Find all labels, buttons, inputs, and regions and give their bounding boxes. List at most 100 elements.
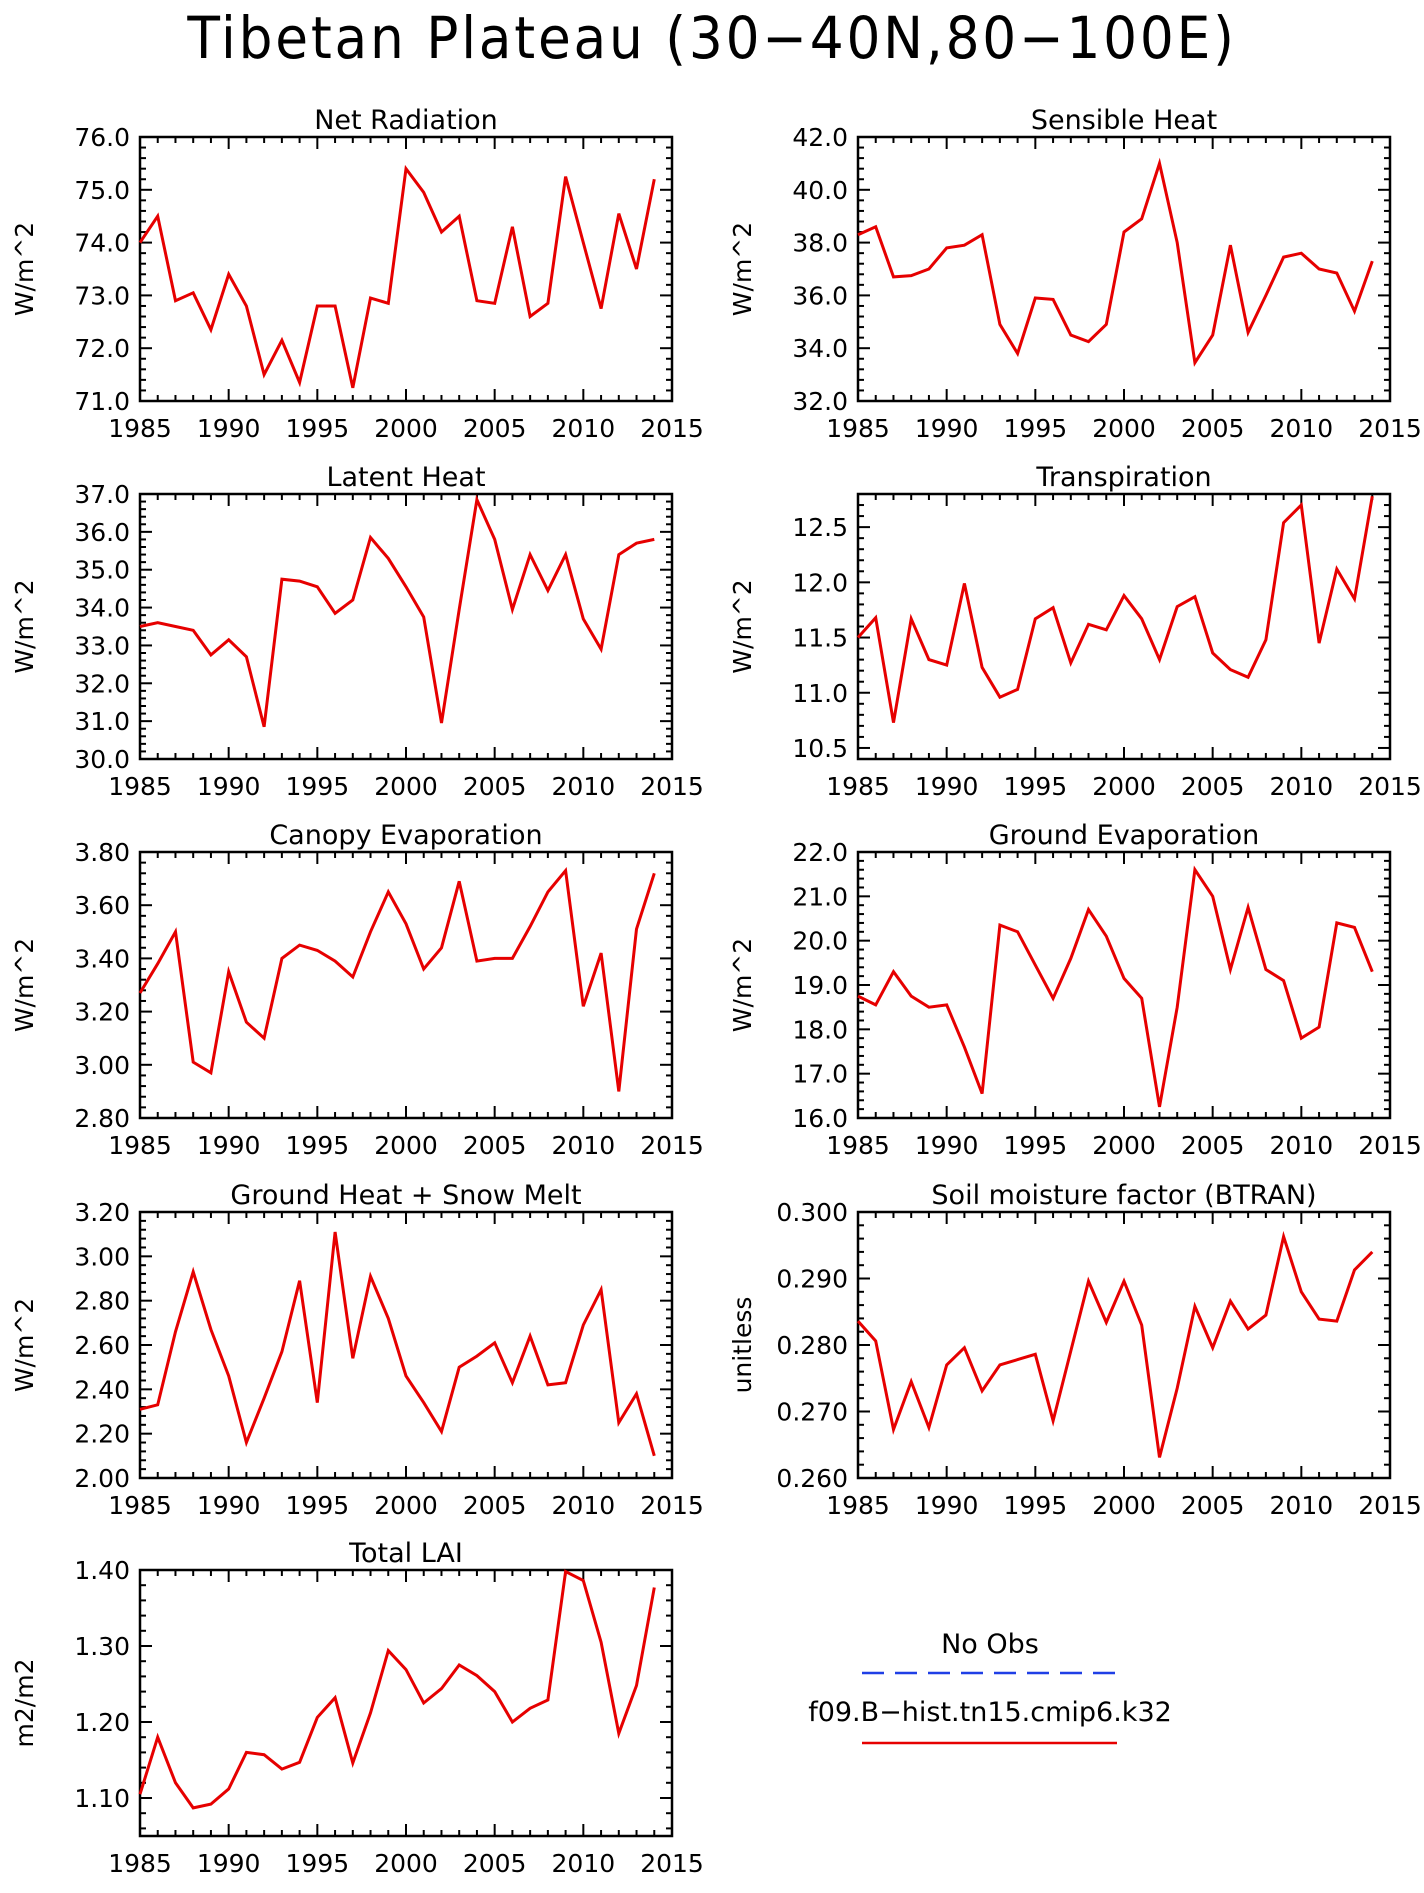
- series-line: [138, 866, 656, 1092]
- x-tick-label: 2010: [552, 772, 616, 801]
- panel-title: Ground Heat + Snow Melt: [230, 1180, 581, 1211]
- x-tick-label: 1990: [915, 414, 979, 443]
- x-tick-label: 2000: [1092, 772, 1156, 801]
- y-axis-label: W/m^2: [10, 1298, 39, 1392]
- x-tick-label: 1995: [286, 1131, 350, 1160]
- x-tick-label: 1985: [826, 772, 890, 801]
- x-tick-label: 1985: [108, 1131, 172, 1160]
- x-tick-label: 2015: [640, 1849, 704, 1878]
- x-tick-label: 2015: [640, 1131, 704, 1160]
- x-tick-label: 2010: [552, 1491, 616, 1520]
- y-tick-label: 20.0: [792, 927, 848, 956]
- y-tick-label: 34.0: [74, 594, 130, 623]
- y-axis-label: unitless: [728, 1297, 757, 1394]
- y-axis-label: W/m^2: [10, 222, 39, 316]
- y-tick-label: 42.0: [792, 123, 848, 152]
- y-tick-label: 34.0: [792, 334, 848, 363]
- x-tick-label: 1995: [1004, 414, 1068, 443]
- x-tick-label: 2005: [463, 1131, 527, 1160]
- x-tick-label: 2005: [463, 772, 527, 801]
- x-tick-label: 2000: [374, 1131, 438, 1160]
- y-tick-label: 36.0: [74, 518, 130, 547]
- y-tick-label: 72.0: [74, 334, 130, 363]
- y-tick-label: 1.20: [74, 1708, 130, 1737]
- y-tick-label: 0.260: [776, 1464, 848, 1493]
- panel-title: Latent Heat: [326, 462, 485, 493]
- panel-6: 1985 1990 1995 2000 2005 2010 2015 16.0 17.0 18.0…: [728, 820, 1422, 1160]
- panel-4: 1985 1990 1995 2000 2005 2010 2015 10.5 11.0 11.5…: [728, 462, 1422, 801]
- plot-frame: [138, 1210, 674, 1480]
- y-tick-label: 22.0: [792, 838, 848, 867]
- x-tick-label: 1990: [197, 414, 261, 443]
- y-tick-label: 19.0: [792, 971, 848, 1000]
- y-tick-label: 3.20: [74, 1198, 130, 1227]
- y-tick-label: 1.10: [74, 1784, 130, 1813]
- x-tick-label: 2000: [374, 772, 438, 801]
- x-tick-label: 2000: [374, 1491, 438, 1520]
- legend-model-label: f09.B−hist.tn15.cmip6.k32: [808, 1697, 1172, 1728]
- x-tick-label: 2000: [374, 414, 438, 443]
- y-tick-label: 0.270: [776, 1398, 848, 1427]
- figure-title: Tibetan Plateau (30−40N,80−100E): [187, 4, 1237, 72]
- y-axis-label: W/m^2: [10, 579, 39, 673]
- panel-title: Sensible Heat: [1031, 105, 1217, 136]
- x-tick-label: 2015: [1358, 414, 1422, 443]
- x-tick-label: 2010: [552, 1131, 616, 1160]
- y-tick-label: 36.0: [792, 281, 848, 310]
- y-tick-label: 32.0: [74, 669, 130, 698]
- y-tick-label: 0.290: [776, 1265, 848, 1294]
- y-tick-label: 38.0: [792, 229, 848, 258]
- x-tick-label: 1995: [286, 1849, 350, 1878]
- y-tick-label: 3.40: [74, 944, 130, 973]
- panel-8: 1985 1990 1995 2000 2005 2010 2015 0.260 0.270 0.…: [728, 1180, 1422, 1520]
- x-tick-label: 1995: [286, 772, 350, 801]
- y-tick-label: 3.00: [74, 1242, 130, 1271]
- x-tick-label: 2015: [640, 414, 704, 443]
- x-tick-label: 2010: [552, 414, 616, 443]
- x-tick-label: 2005: [463, 414, 527, 443]
- y-tick-label: 1.40: [74, 1556, 130, 1585]
- series-line: [857, 157, 1374, 367]
- x-tick-label: 1995: [286, 414, 350, 443]
- y-tick-label: 12.5: [792, 513, 848, 542]
- x-tick-label: 1985: [108, 1849, 172, 1878]
- y-tick-label: 73.0: [74, 281, 130, 310]
- y-axis-label: W/m^2: [728, 222, 757, 316]
- y-tick-label: 16.0: [792, 1104, 848, 1133]
- panel-2: 1985 1990 1995 2000 2005 2010 2015 32.0 34.0 36.0…: [728, 105, 1422, 443]
- series-line: [139, 494, 655, 728]
- y-tick-label: 1.30: [74, 1632, 130, 1661]
- x-tick-label: 1995: [1004, 1491, 1068, 1520]
- y-tick-label: 32.0: [792, 387, 848, 416]
- y-tick-label: 3.00: [74, 1051, 130, 1080]
- y-tick-label: 76.0: [74, 123, 130, 152]
- panel-title: Canopy Evaporation: [269, 820, 542, 851]
- x-tick-label: 1985: [826, 414, 890, 443]
- y-tick-label: 0.300: [776, 1198, 848, 1227]
- y-tick-label: 31.0: [74, 707, 130, 736]
- x-tick-label: 1990: [915, 772, 979, 801]
- x-tick-label: 2010: [1270, 1131, 1334, 1160]
- x-tick-label: 1995: [1004, 772, 1068, 801]
- y-tick-label: 2.20: [74, 1420, 130, 1449]
- x-tick-label: 1985: [108, 1491, 172, 1520]
- panel-title: Soil moisture factor (BTRAN): [931, 1180, 1316, 1211]
- y-tick-label: 12.0: [792, 568, 848, 597]
- series-line: [856, 1230, 1374, 1458]
- y-tick-label: 33.0: [74, 631, 130, 660]
- y-tick-label: 40.0: [792, 176, 848, 205]
- plot-frame: [138, 492, 674, 761]
- x-tick-label: 2015: [1358, 1131, 1422, 1160]
- y-tick-label: 75.0: [74, 176, 130, 205]
- x-tick-label: 1995: [1004, 1131, 1068, 1160]
- x-tick-label: 2005: [1181, 414, 1245, 443]
- legend: No Obs f09.B−hist.tn15.cmip6.k32: [808, 1629, 1172, 1745]
- y-tick-label: 37.0: [74, 480, 130, 509]
- panel-1: 1985 1990 1995 2000 2005 2010 2015 71.0 72.0 73.0…: [10, 105, 704, 443]
- y-axis-label: W/m^2: [10, 938, 39, 1032]
- x-tick-label: 1985: [826, 1131, 890, 1160]
- panel-title: Ground Evaporation: [989, 820, 1260, 851]
- panel-7: 1985 1990 1995 2000 2005 2010 2015 2.00 2.20 2.40…: [10, 1180, 704, 1520]
- x-tick-label: 2000: [1092, 1131, 1156, 1160]
- x-tick-label: 2015: [640, 772, 704, 801]
